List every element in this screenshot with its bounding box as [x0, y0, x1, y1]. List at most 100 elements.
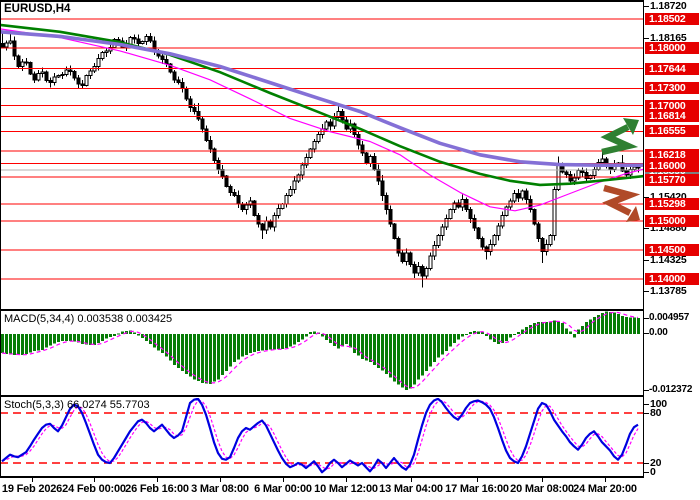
- macd-histogram-bar: [173, 334, 176, 365]
- axis-tick: [644, 463, 649, 464]
- up-trend-arrow-icon: [600, 124, 639, 156]
- axis-tick: [644, 472, 649, 473]
- price-axis[interactable]: 1.158901.185021.180001.176441.173001.170…: [643, 0, 700, 478]
- candle-body: [252, 200, 257, 216]
- candle-body: [580, 169, 585, 174]
- macd-histogram-bar: [449, 334, 452, 347]
- price-level-label: 1.14000: [645, 272, 699, 285]
- macd-histogram-bar: [577, 329, 580, 334]
- price-level-label: 1.17000: [645, 99, 699, 112]
- macd-histogram-bar: [129, 330, 132, 334]
- candle-body: [548, 235, 553, 245]
- candle-body: [456, 202, 461, 208]
- candle-body: [424, 268, 429, 277]
- macd-histogram-bar: [581, 325, 584, 334]
- macd-histogram-bar: [637, 317, 640, 334]
- macd-histogram-bar: [369, 334, 372, 363]
- price-level-label: 1.15000: [645, 215, 699, 228]
- price-level-label: 1.14500: [645, 244, 699, 257]
- candle-body: [328, 121, 333, 127]
- macd-histogram-bar: [297, 334, 300, 343]
- time-tick-label: 20 Mar 08:00: [510, 483, 574, 495]
- macd-histogram-bar: [65, 334, 68, 341]
- time-axis-tick: [477, 478, 478, 482]
- candle-body: [324, 121, 329, 130]
- macd-histogram-bar: [617, 314, 620, 334]
- macd-histogram-bar: [549, 321, 552, 334]
- axis-tick: [644, 404, 649, 405]
- macd-histogram-bar: [89, 334, 92, 345]
- macd-histogram-bar: [569, 331, 572, 334]
- main-macd-separator[interactable]: [0, 309, 700, 311]
- axis-tick: [644, 390, 649, 391]
- candle-body: [516, 193, 521, 199]
- time-tick-label: 17 Mar 16:00: [445, 483, 509, 495]
- macd-histogram-bar: [301, 334, 304, 340]
- macd-histogram-bar: [593, 316, 596, 334]
- candle-body: [352, 123, 357, 136]
- macd-histogram-bar: [333, 334, 336, 346]
- candle-body: [216, 160, 221, 170]
- macd-histogram-bar: [313, 331, 316, 334]
- candle-body: [492, 235, 497, 245]
- macd-histogram-bar: [509, 334, 512, 338]
- macd-histogram-bar: [541, 321, 544, 334]
- macd-panel-canvas[interactable]: [0, 311, 643, 395]
- macd-histogram-bar: [145, 334, 148, 341]
- time-axis[interactable]: 19 Feb 2026 24 Feb 00:00 26 Feb 16:00 3 Mar…: [0, 478, 700, 500]
- macd-histogram-bar: [257, 334, 260, 352]
- candle-body: [52, 76, 57, 84]
- macd-histogram-bar: [545, 322, 548, 334]
- macd-histogram-bar: [565, 328, 568, 334]
- candle-body: [576, 169, 581, 179]
- candle-body: [192, 106, 197, 113]
- candle-body: [188, 98, 193, 108]
- macd-histogram-bar: [221, 334, 224, 376]
- macd-histogram-bar: [389, 334, 392, 378]
- stoch-panel-canvas[interactable]: [0, 398, 643, 476]
- candle-body: [288, 188, 293, 196]
- macd-histogram-bar: [437, 334, 440, 358]
- macd-histogram-bar: [341, 334, 344, 347]
- candle-body: [468, 209, 473, 219]
- macd-histogram-bar: [261, 334, 264, 351]
- macd-histogram-bar: [533, 323, 536, 334]
- candle-body: [232, 191, 237, 196]
- macd-histogram-bar: [633, 317, 636, 334]
- time-tick-label: 6 Mar 00:00: [254, 483, 312, 495]
- candle-body: [404, 252, 409, 263]
- macd-histogram-bar: [361, 334, 364, 359]
- candle-body: [392, 223, 397, 240]
- candle-body: [64, 69, 69, 76]
- candle-body: [96, 57, 101, 67]
- macd-histogram-bar: [289, 334, 292, 347]
- macd-histogram-bar: [477, 331, 480, 334]
- time-axis-tick: [94, 478, 95, 482]
- macd-histogram-bar: [109, 334, 112, 338]
- macd-histogram-bar: [21, 334, 24, 355]
- time-axis-tick: [220, 478, 221, 482]
- price-tick-label: 1.14325: [650, 254, 687, 267]
- macd-histogram-bar: [201, 334, 204, 383]
- macd-histogram-bar: [237, 334, 240, 360]
- macd-histogram-bar: [629, 317, 632, 334]
- macd-stoch-separator[interactable]: [0, 395, 700, 397]
- macd-axis-label: 0.004957: [649, 312, 690, 323]
- macd-histogram-bar: [17, 334, 20, 355]
- candle-body: [532, 209, 537, 225]
- candle-body: [488, 243, 493, 252]
- ma-slow-line: [0, 29, 643, 167]
- macd-histogram-bar: [349, 334, 352, 348]
- candle-body: [136, 38, 141, 44]
- axis-tick: [644, 228, 649, 230]
- main-chart-canvas[interactable]: [0, 0, 643, 309]
- candle-body: [104, 50, 109, 54]
- candle-body: [536, 223, 541, 240]
- macd-histogram-bar: [557, 321, 560, 334]
- candle-body: [220, 168, 225, 177]
- macd-histogram-bar: [561, 323, 564, 334]
- macd-histogram-bar: [285, 334, 288, 349]
- candle-body: [552, 188, 557, 237]
- macd-histogram-bar: [481, 332, 484, 334]
- time-axis-tick: [605, 478, 606, 482]
